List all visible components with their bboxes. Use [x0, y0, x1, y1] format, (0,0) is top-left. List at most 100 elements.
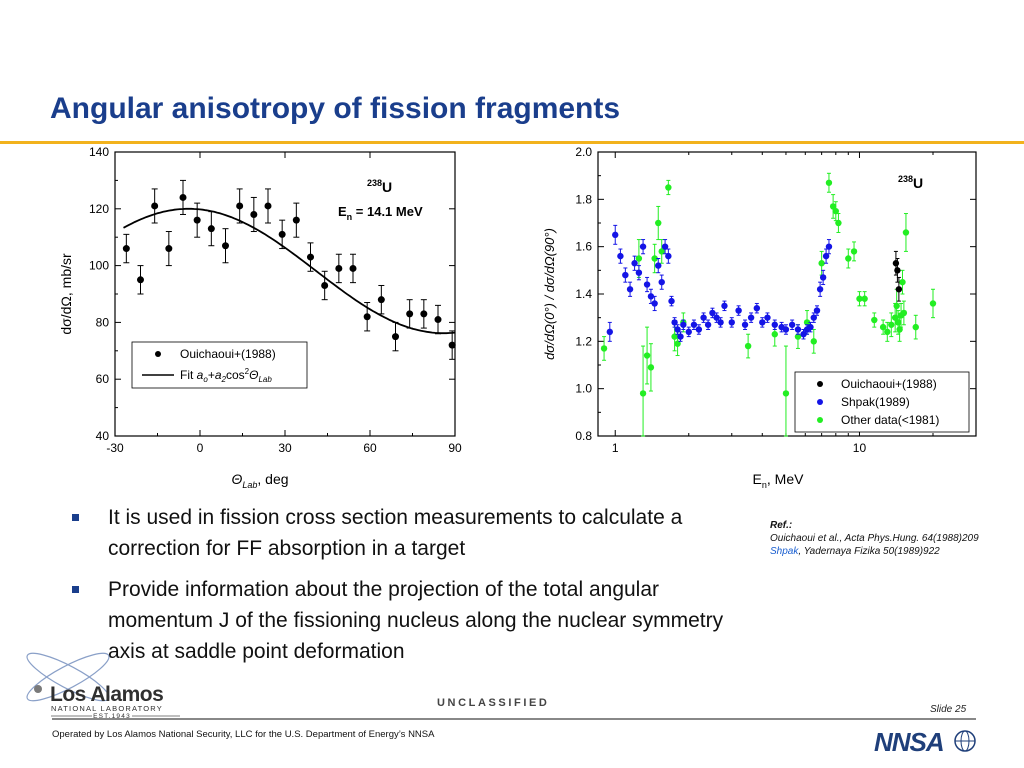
data-point — [137, 276, 144, 284]
data-point — [700, 314, 707, 321]
x-tick-label: 90 — [448, 441, 462, 455]
chart-left-legend: Ouichaoui+(1988) Fit ao+a2cos2ΘLab — [131, 341, 308, 389]
data-point — [643, 352, 651, 359]
data-point — [655, 219, 662, 227]
chart-left-nucleus-mass: 238 — [367, 178, 382, 188]
x-tick-label: 0 — [197, 441, 204, 455]
data-point — [810, 338, 817, 345]
chart-right-nucleus-mass: 238 — [898, 174, 913, 184]
data-point — [747, 314, 755, 321]
data-point — [363, 313, 371, 321]
chart-left-y-axis-label: dσ/dΩ, mb/sr — [58, 253, 74, 335]
legend-marker-ouichaoui — [817, 381, 823, 387]
data-point — [685, 328, 692, 336]
data-point — [677, 333, 684, 340]
svg-text:En = 14.1 MeV: En = 14.1 MeV — [338, 204, 423, 222]
svg-text:238U: 238U — [367, 178, 392, 195]
slide-number: Slide 25 — [930, 704, 967, 715]
data-point — [122, 245, 130, 253]
x-tick-label: 30 — [278, 441, 292, 455]
data-point — [335, 264, 343, 272]
data-point — [655, 262, 662, 269]
y-tick-label: 1.6 — [575, 240, 592, 254]
data-point — [741, 321, 749, 328]
data-point — [892, 260, 900, 267]
data-point — [728, 319, 735, 326]
data-point — [744, 342, 752, 350]
data-point — [665, 252, 672, 260]
legend-label-shpak: Shpak(1989) — [841, 395, 910, 409]
data-point — [151, 202, 159, 210]
data-point — [894, 319, 902, 326]
chart-left-energy-symbol: E — [338, 204, 347, 219]
data-point — [420, 310, 428, 318]
logo-established: EST.1943 — [93, 713, 131, 720]
data-point — [800, 331, 807, 338]
bullet-item: Provide information about the projection… — [70, 574, 740, 667]
data-point — [902, 229, 910, 236]
data-point — [735, 307, 742, 314]
data-point — [929, 300, 937, 307]
page-title: Angular anisotropy of fission fragments — [50, 92, 621, 125]
chart-left-x-axis-label: ΘLab, deg — [231, 471, 288, 490]
bullet-list: It is used in fission cross section meas… — [70, 502, 740, 677]
data-point — [377, 296, 385, 304]
bullet-square-icon — [72, 514, 79, 521]
data-point — [690, 321, 698, 328]
data-point — [622, 271, 629, 279]
data-point — [635, 269, 643, 276]
data-point — [661, 243, 669, 250]
chart-right-legend: Ouichaoui+(1988) Shpak(1989) Other data(… — [794, 371, 970, 433]
data-point — [695, 326, 703, 333]
legend-label-ouichaoui: Ouichaoui+(1988) — [841, 377, 937, 391]
y-tick-label: 120 — [89, 202, 109, 216]
svg-text:238U: 238U — [898, 174, 923, 191]
data-point — [819, 274, 827, 281]
y-tick-label: 100 — [89, 259, 109, 273]
data-point — [606, 328, 613, 336]
data-point — [680, 321, 687, 328]
chart-right-x-axis-label: En, MeV — [753, 471, 805, 490]
data-point — [349, 264, 357, 272]
data-point — [816, 286, 824, 293]
y-tick-label: 0.8 — [575, 429, 592, 443]
bullet-square-icon — [72, 586, 79, 593]
data-point — [193, 216, 201, 224]
legend-marker-other — [817, 417, 823, 423]
x-tick-label: 10 — [853, 441, 867, 455]
data-point — [794, 333, 802, 340]
data-point — [879, 323, 887, 331]
angular-distribution-chart: -30 0 30 60 90 40 60 80 100 120 140 238U En = 14.1… — [58, 145, 462, 490]
data-point — [635, 255, 643, 262]
legend-marker-ouichaoui — [155, 351, 161, 357]
y-tick-label: 80 — [96, 315, 110, 329]
logo-name: Los Alamos — [50, 683, 163, 706]
data-point — [713, 314, 720, 321]
data-point — [813, 307, 821, 314]
data-point — [406, 310, 414, 318]
data-point — [236, 202, 244, 210]
chart-left-energy-sub: n — [347, 212, 353, 222]
classification-marking: UNCLASSIFIED — [437, 697, 550, 709]
anisotropy-ratio-chart: 1 10 0.8 1.0 1.2 1.4 1.6 1.8 2.0 238U Ouichaoui+… — [542, 145, 977, 490]
data-point — [321, 281, 329, 289]
data-point — [845, 255, 852, 262]
data-point — [639, 243, 647, 250]
data-point — [647, 364, 655, 371]
data-point — [704, 321, 712, 328]
data-point — [307, 253, 314, 261]
data-point — [668, 297, 675, 305]
title-rule — [0, 141, 1024, 144]
references-label: Ref.: — [770, 520, 793, 531]
data-point — [759, 319, 766, 326]
reference-shpak-link[interactable]: Shpak — [770, 546, 799, 557]
data-point — [639, 390, 647, 397]
data-point — [835, 219, 842, 227]
fit-curve — [123, 207, 456, 335]
data-point — [782, 390, 790, 397]
data-point — [392, 333, 399, 341]
data-point — [888, 321, 895, 328]
chart-left-nucleus: U — [382, 179, 392, 195]
data-point — [617, 252, 624, 260]
data-point — [895, 286, 903, 293]
